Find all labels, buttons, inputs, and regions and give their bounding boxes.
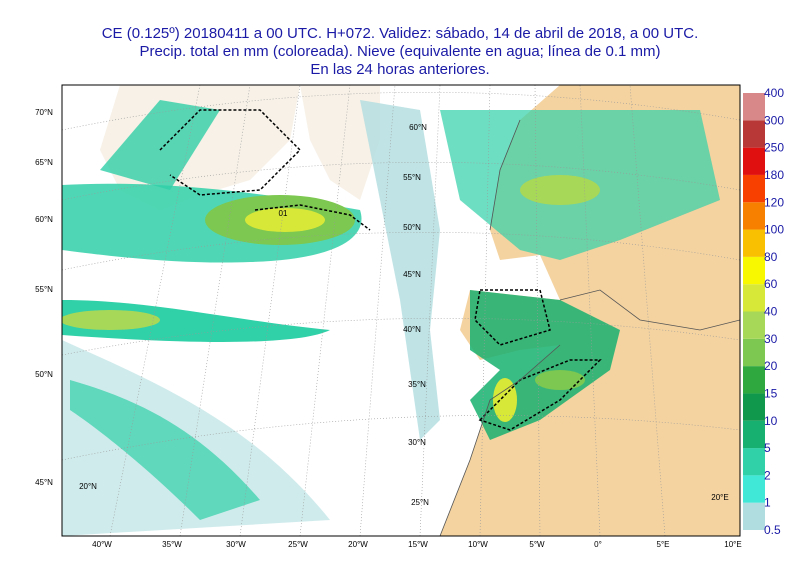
lon-label: 0° (594, 540, 602, 549)
lon-label: 35°W (162, 540, 182, 549)
colorbar-swatch (743, 120, 765, 148)
lon-label: 25°W (288, 540, 308, 549)
colorbar-swatch (743, 475, 765, 503)
colorbar-label: 400 (764, 86, 784, 100)
lat-label: 50°N (35, 370, 53, 379)
inner-label: 20°N (79, 482, 97, 491)
title-line: Precip. total en mm (coloreada). Nieve (… (139, 43, 660, 60)
colorbar-swatch (743, 93, 765, 121)
lat-label: 55°N (35, 285, 53, 294)
colorbar-swatch (743, 420, 765, 449)
colorbar-label: 80 (764, 250, 778, 264)
inner-label: 25°N (411, 498, 429, 507)
colorbar-swatch (743, 338, 765, 367)
colorbar-swatch (743, 202, 765, 230)
colorbar-swatch (743, 229, 765, 257)
lon-label: 10°W (468, 540, 488, 549)
inner-label: 45°N (403, 270, 421, 279)
colorbar-label: 10 (764, 414, 778, 428)
map-area (62, 85, 740, 536)
inner-label: 50°N (403, 223, 421, 232)
colorbar-swatch (743, 256, 765, 285)
lon-label: 30°W (226, 540, 246, 549)
lon-label: 5°E (657, 540, 670, 549)
lat-label: 70°N (35, 108, 53, 117)
colorbar-label: 5 (764, 441, 771, 455)
colorbar-label: 300 (764, 113, 784, 127)
lat-label: 60°N (35, 215, 53, 224)
inner-label: 40°N (403, 325, 421, 334)
lon-label: 20°W (348, 540, 368, 549)
colorbar-swatch (743, 311, 765, 339)
colorbar-label: 120 (764, 195, 784, 209)
colorbar-swatch (743, 393, 765, 421)
colorbar-label: 0.5 (764, 523, 781, 537)
contour-label: 01 (279, 209, 288, 218)
colorbar-swatch (743, 174, 765, 203)
colorbar-swatch (743, 448, 765, 476)
title-line: En las 24 horas anteriores. (310, 61, 489, 78)
lon-label: 40°W (92, 540, 112, 549)
colorbar-swatch (743, 366, 765, 394)
colorbar-swatch (743, 284, 765, 312)
colorbar-label: 15 (764, 386, 778, 400)
lat-label: 65°N (35, 158, 53, 167)
colorbar-label: 180 (764, 168, 784, 182)
colorbar-swatch (743, 147, 765, 175)
inner-label: 30°N (408, 438, 426, 447)
lat-label: 45°N (35, 478, 53, 487)
colorbar-label: 250 (764, 141, 784, 155)
inner-label: 55°N (403, 173, 421, 182)
colorbar-label: 100 (764, 223, 784, 237)
inner-label: 35°N (408, 380, 426, 389)
colorbar-label: 60 (764, 277, 778, 291)
lon-label: 5°W (529, 540, 545, 549)
lon-label: 10°E (724, 540, 741, 549)
title-line: CE (0.125º) 20180411 a 00 UTC. H+072. Va… (102, 25, 699, 42)
lon-label: 15°W (408, 540, 428, 549)
colorbar-swatch (743, 502, 765, 530)
colorbar-label: 1 (764, 496, 771, 510)
colorbar-label: 30 (764, 332, 778, 346)
colorbar-label: 40 (764, 305, 778, 319)
inner-label: 20°E (711, 493, 728, 502)
colorbar-label: 2 (764, 468, 771, 482)
inner-label: 60°N (409, 123, 427, 132)
colorbar-label: 20 (764, 359, 778, 373)
